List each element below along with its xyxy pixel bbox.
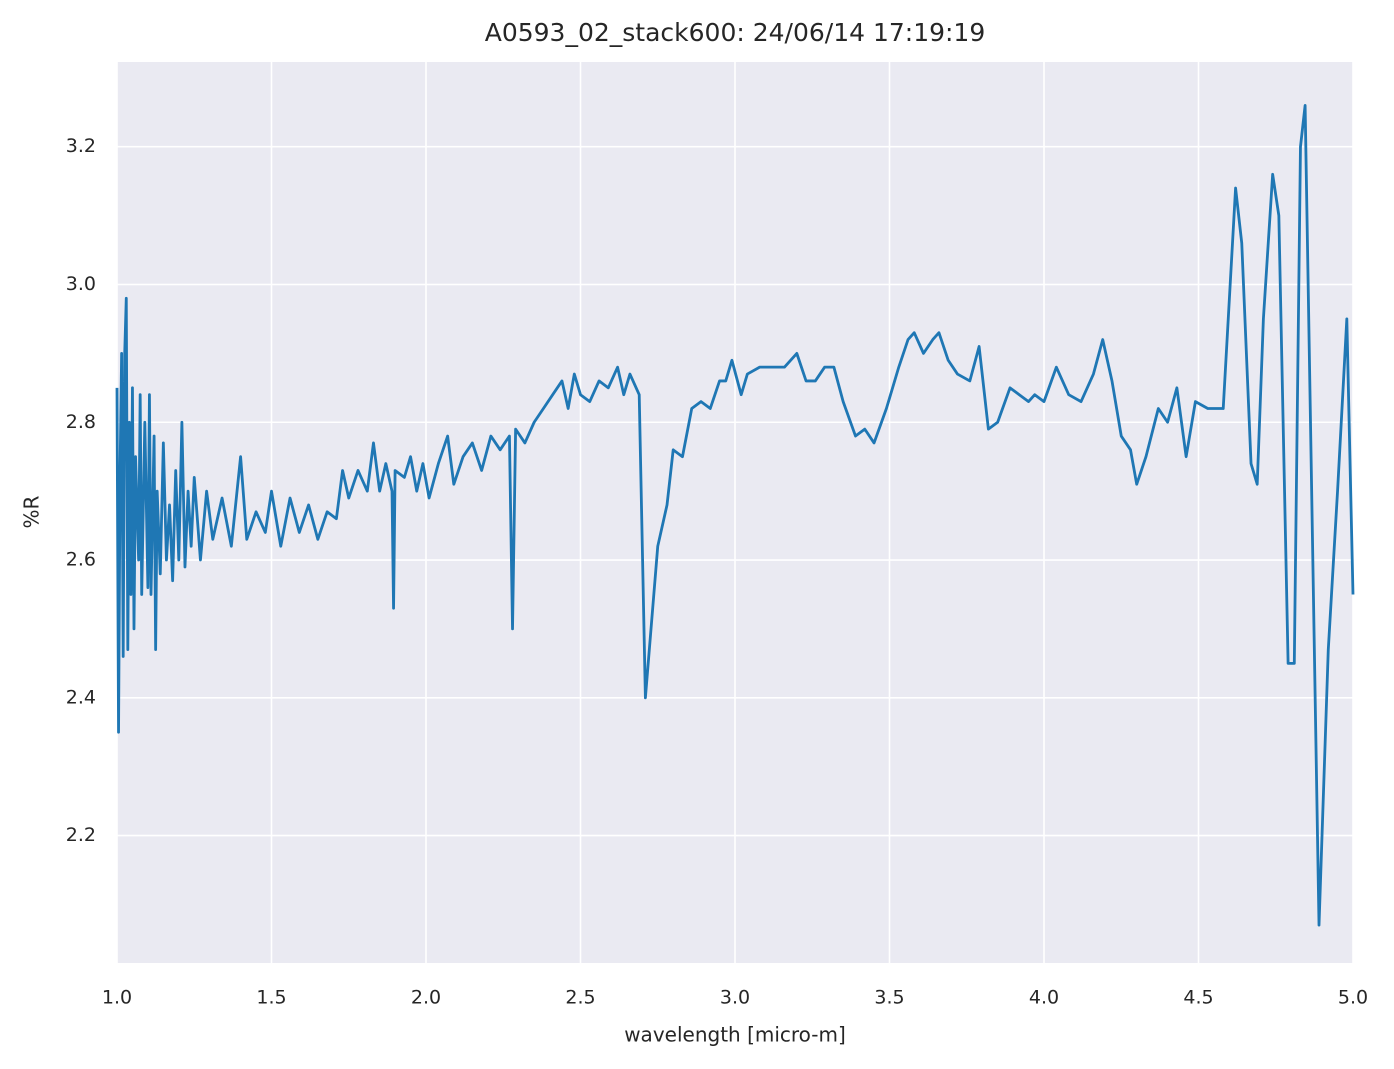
x-tick-label: 3.5 — [874, 987, 904, 1009]
marks — [115, 104, 1355, 927]
data-line — [115, 104, 1355, 927]
chart-title: A0593_02_stack600: 24/06/14 17:19:19 — [485, 18, 986, 47]
y-tick-label: 2.8 — [66, 411, 96, 433]
y-tick-label: 3.2 — [66, 135, 96, 157]
y-tick-label: 3.0 — [66, 273, 96, 295]
x-tick-label: 4.0 — [1029, 987, 1059, 1009]
grid — [116, 62, 1354, 963]
x-tick-label: 2.0 — [411, 987, 441, 1009]
x-tick-label: 1.0 — [102, 987, 132, 1009]
x-tick-label: 5.0 — [1338, 987, 1368, 1009]
x-tick-label: 1.5 — [256, 987, 286, 1009]
x-tick-label: 2.5 — [565, 987, 595, 1009]
y-axis-label: %R — [20, 495, 44, 528]
y-tick-label: 2.4 — [66, 686, 96, 708]
y-tick-label: 2.6 — [66, 549, 96, 571]
y-tick-label: 2.2 — [66, 824, 96, 846]
x-tick-label: 4.5 — [1183, 987, 1213, 1009]
x-axis-label: wavelength [micro-m] — [624, 1023, 846, 1047]
x-tick-label: 3.0 — [720, 987, 750, 1009]
